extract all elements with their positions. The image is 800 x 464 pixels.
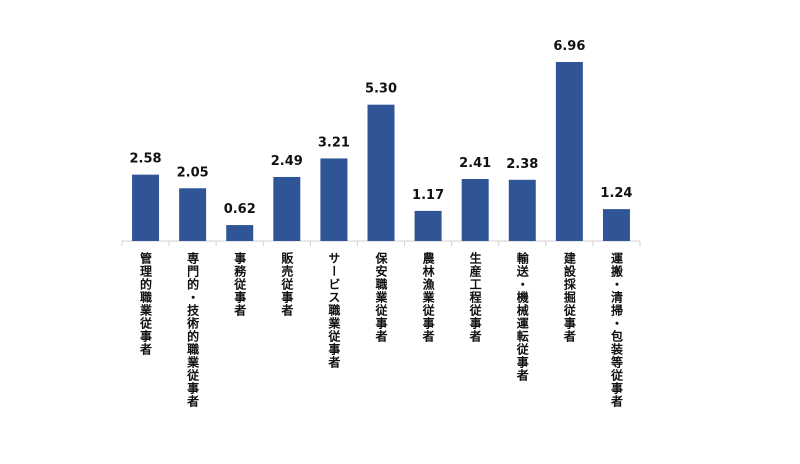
value-label: 2.41 (459, 156, 491, 171)
x-tick-label: 事務従事者 (233, 251, 247, 317)
value-label: 6.96 (553, 39, 585, 54)
x-tick-label: 生産工程従事者 (468, 251, 482, 343)
bar (414, 210, 442, 241)
bar (602, 209, 630, 241)
x-tick-label: サービス職業従事者 (327, 252, 341, 369)
value-label: 3.21 (318, 135, 350, 150)
bar (273, 176, 301, 241)
bar (226, 225, 254, 241)
bar (508, 179, 536, 241)
x-tick-label: 専門的・技術的職業従事者 (186, 251, 200, 408)
value-label: 2.38 (506, 157, 538, 172)
value-label: 5.30 (365, 82, 397, 97)
x-tick-label: 保安職業従事者 (374, 251, 388, 343)
x-tick-label: 販売従事者 (280, 251, 294, 317)
bar (461, 179, 489, 241)
value-label: 2.05 (177, 165, 209, 180)
bar (555, 62, 583, 241)
bar (179, 188, 207, 241)
bar (132, 174, 160, 241)
bar (367, 104, 395, 241)
value-label: 2.49 (271, 154, 303, 169)
value-label: 1.24 (600, 186, 632, 201)
value-label: 1.17 (412, 188, 444, 203)
value-label: 0.62 (224, 202, 256, 217)
bar (320, 158, 348, 241)
x-tick-label: 管理的職業従事者 (139, 251, 153, 356)
x-tick-label: 運搬・清掃・包装等従事者 (609, 252, 623, 408)
x-tick-label: 農林漁業従事者 (421, 251, 435, 343)
x-tick-label: 輸送・機械運転従事者 (515, 251, 529, 382)
x-tick-label: 建設採掘従事者 (562, 251, 576, 343)
value-label: 2.58 (130, 152, 162, 167)
